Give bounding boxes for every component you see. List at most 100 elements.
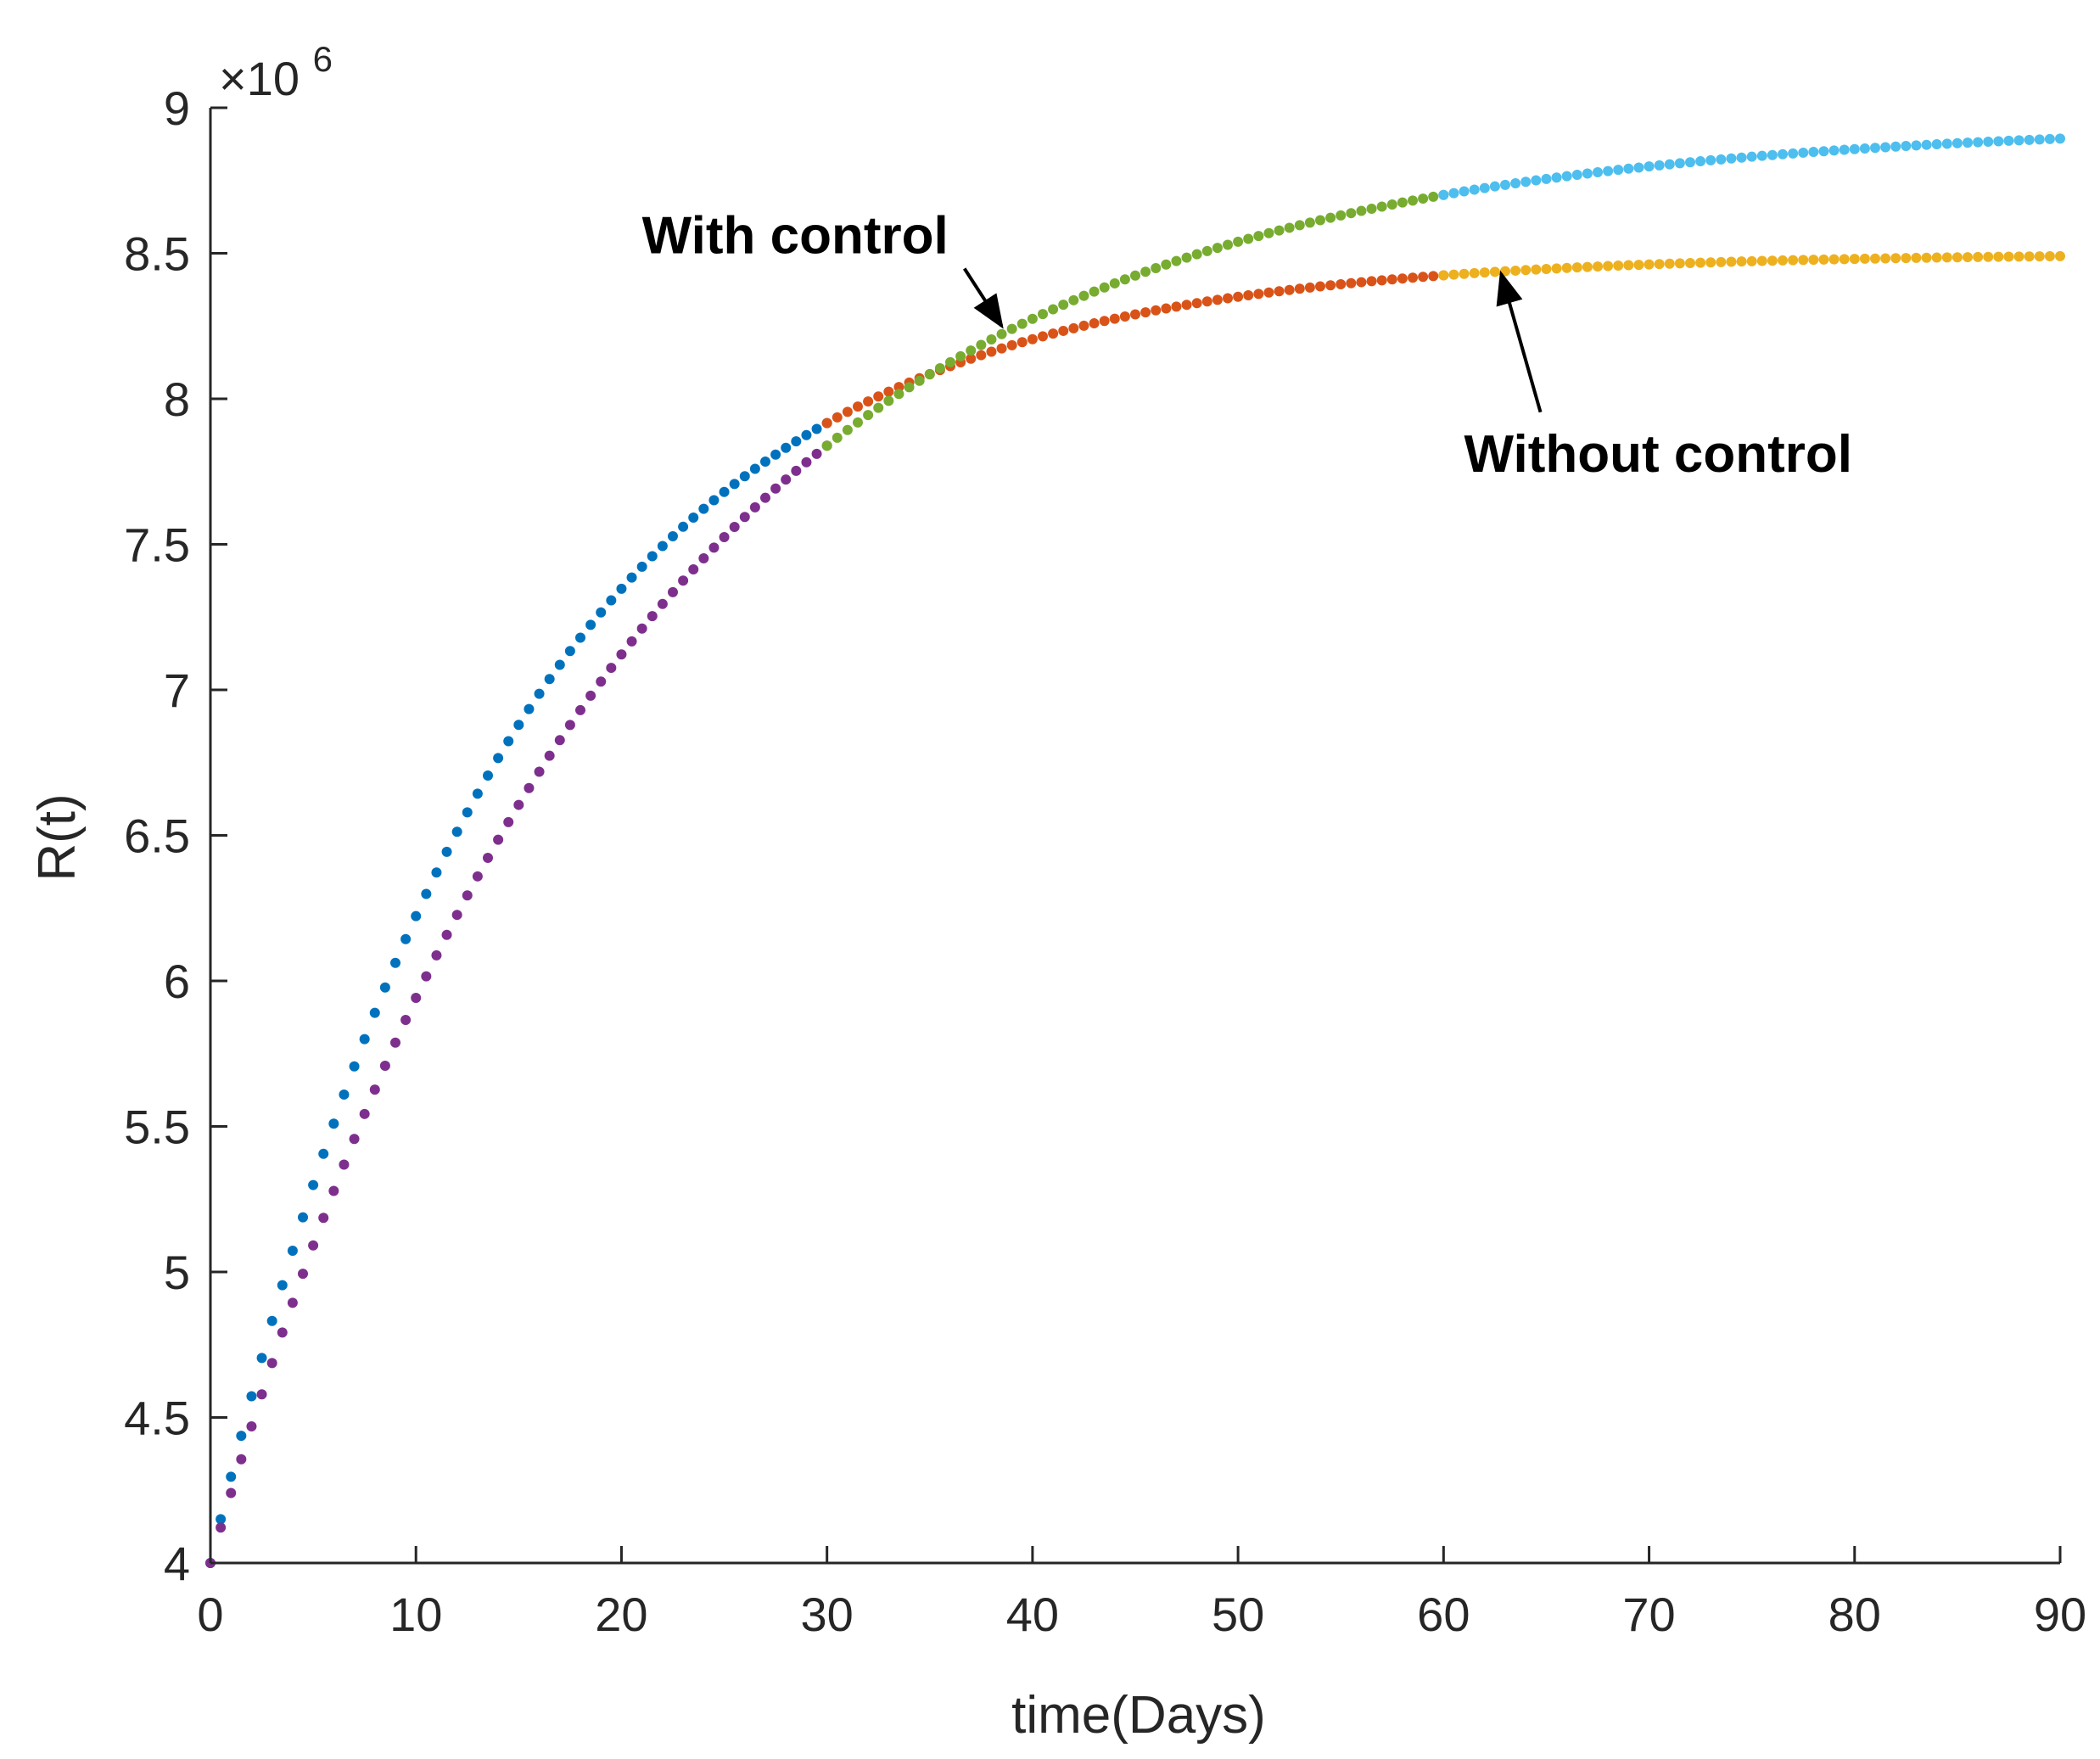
data-point [339,1159,350,1170]
data-point [1849,143,1860,154]
data-point [1408,272,1418,283]
data-point [1551,172,1562,183]
data-point [688,563,699,574]
data-point [1397,197,1408,208]
data-point [246,1391,257,1402]
data-point [883,395,894,406]
data-point [534,766,545,777]
data-point [1839,144,1850,155]
data-point [524,703,535,714]
data-point [1016,337,1028,348]
data-point [1253,288,1264,300]
data-point [462,807,473,818]
data-point [1304,282,1315,293]
data-point [678,575,689,586]
data-point [287,1245,298,1256]
data-point [1058,300,1069,311]
data-point [1489,181,1500,192]
data-point [863,410,874,421]
data-point [1746,255,1757,266]
data-point [1510,178,1521,189]
data-point [1808,255,1819,266]
data-point [1695,257,1706,268]
data-point [1705,257,1716,268]
y-tick-label: 7 [164,664,190,717]
data-point [1531,175,1542,186]
data-point [1006,323,1017,334]
data-point [483,852,493,863]
data-point [1613,165,1624,176]
data-point [236,1431,247,1442]
data-point [1366,203,1377,214]
data-point [1633,162,1644,173]
data-point [934,362,945,373]
data-point [256,1353,267,1364]
data-point [863,396,874,407]
data-point [1469,267,1480,278]
data-point [1438,270,1449,281]
data-point [1921,252,1932,263]
y-tick-label: 4.5 [124,1392,190,1445]
data-point [277,1327,288,1338]
data-point [1068,294,1079,305]
data-point [1459,186,1470,197]
data-point [1099,282,1110,293]
y-ticks: 4 4.5 5 5.5 6 6.5 7 7.5 8 8.5 9 [124,81,227,1590]
data-point [1263,227,1274,238]
data-point [1963,137,1973,148]
data-point [781,474,792,485]
data-point [1531,264,1542,275]
data-point [832,432,843,443]
data-point [1448,188,1459,199]
data-point [770,483,781,494]
x-ticks: 0 10 20 30 40 50 60 70 80 90 [197,1546,2086,1641]
data-point [216,1514,227,1525]
data-point [1756,150,1767,161]
data-point [904,382,915,393]
data-point [379,1061,390,1072]
data-point [1736,256,1747,267]
data-point [277,1280,288,1291]
data-point [1181,300,1192,311]
data-point [1798,255,1809,266]
data-point [883,386,894,397]
annotations: With control Without control [642,207,1852,484]
data-point [369,1007,380,1018]
y-tick-label: 4 [164,1537,190,1590]
data-point [1726,256,1737,267]
data-point [1171,301,1182,312]
data-point [1828,254,1840,265]
data-point [1571,262,1582,273]
y-axis-label: R(t) [28,793,87,881]
data-point [1366,276,1377,287]
data-point [472,871,483,882]
data-point [636,561,647,572]
data-point [1119,274,1130,285]
annotation-arrow [962,267,1004,329]
data-point [811,423,822,434]
data-point [1623,260,1634,271]
data-point [749,463,760,474]
series-5 [1438,133,2065,200]
data-point [1983,251,1994,262]
data-point [554,735,565,746]
data-point [1428,191,1439,202]
data-point [2003,251,2014,262]
data-point [1901,253,1912,264]
data-point [986,334,997,345]
data-point [308,1240,319,1251]
data-point [1726,153,1737,164]
data-point [1408,195,1418,206]
data-point [996,343,1007,354]
data-point [1859,253,1870,264]
data-point [266,1315,277,1326]
data-point [1736,152,1747,163]
y-tick-label: 8 [164,373,190,426]
data-point [1767,255,1778,266]
data-point [1315,215,1325,226]
data-point [647,551,658,562]
annotation-text: Without control [1464,425,1852,484]
data-point [513,720,524,731]
x-tick-label: 50 [1212,1588,1264,1641]
